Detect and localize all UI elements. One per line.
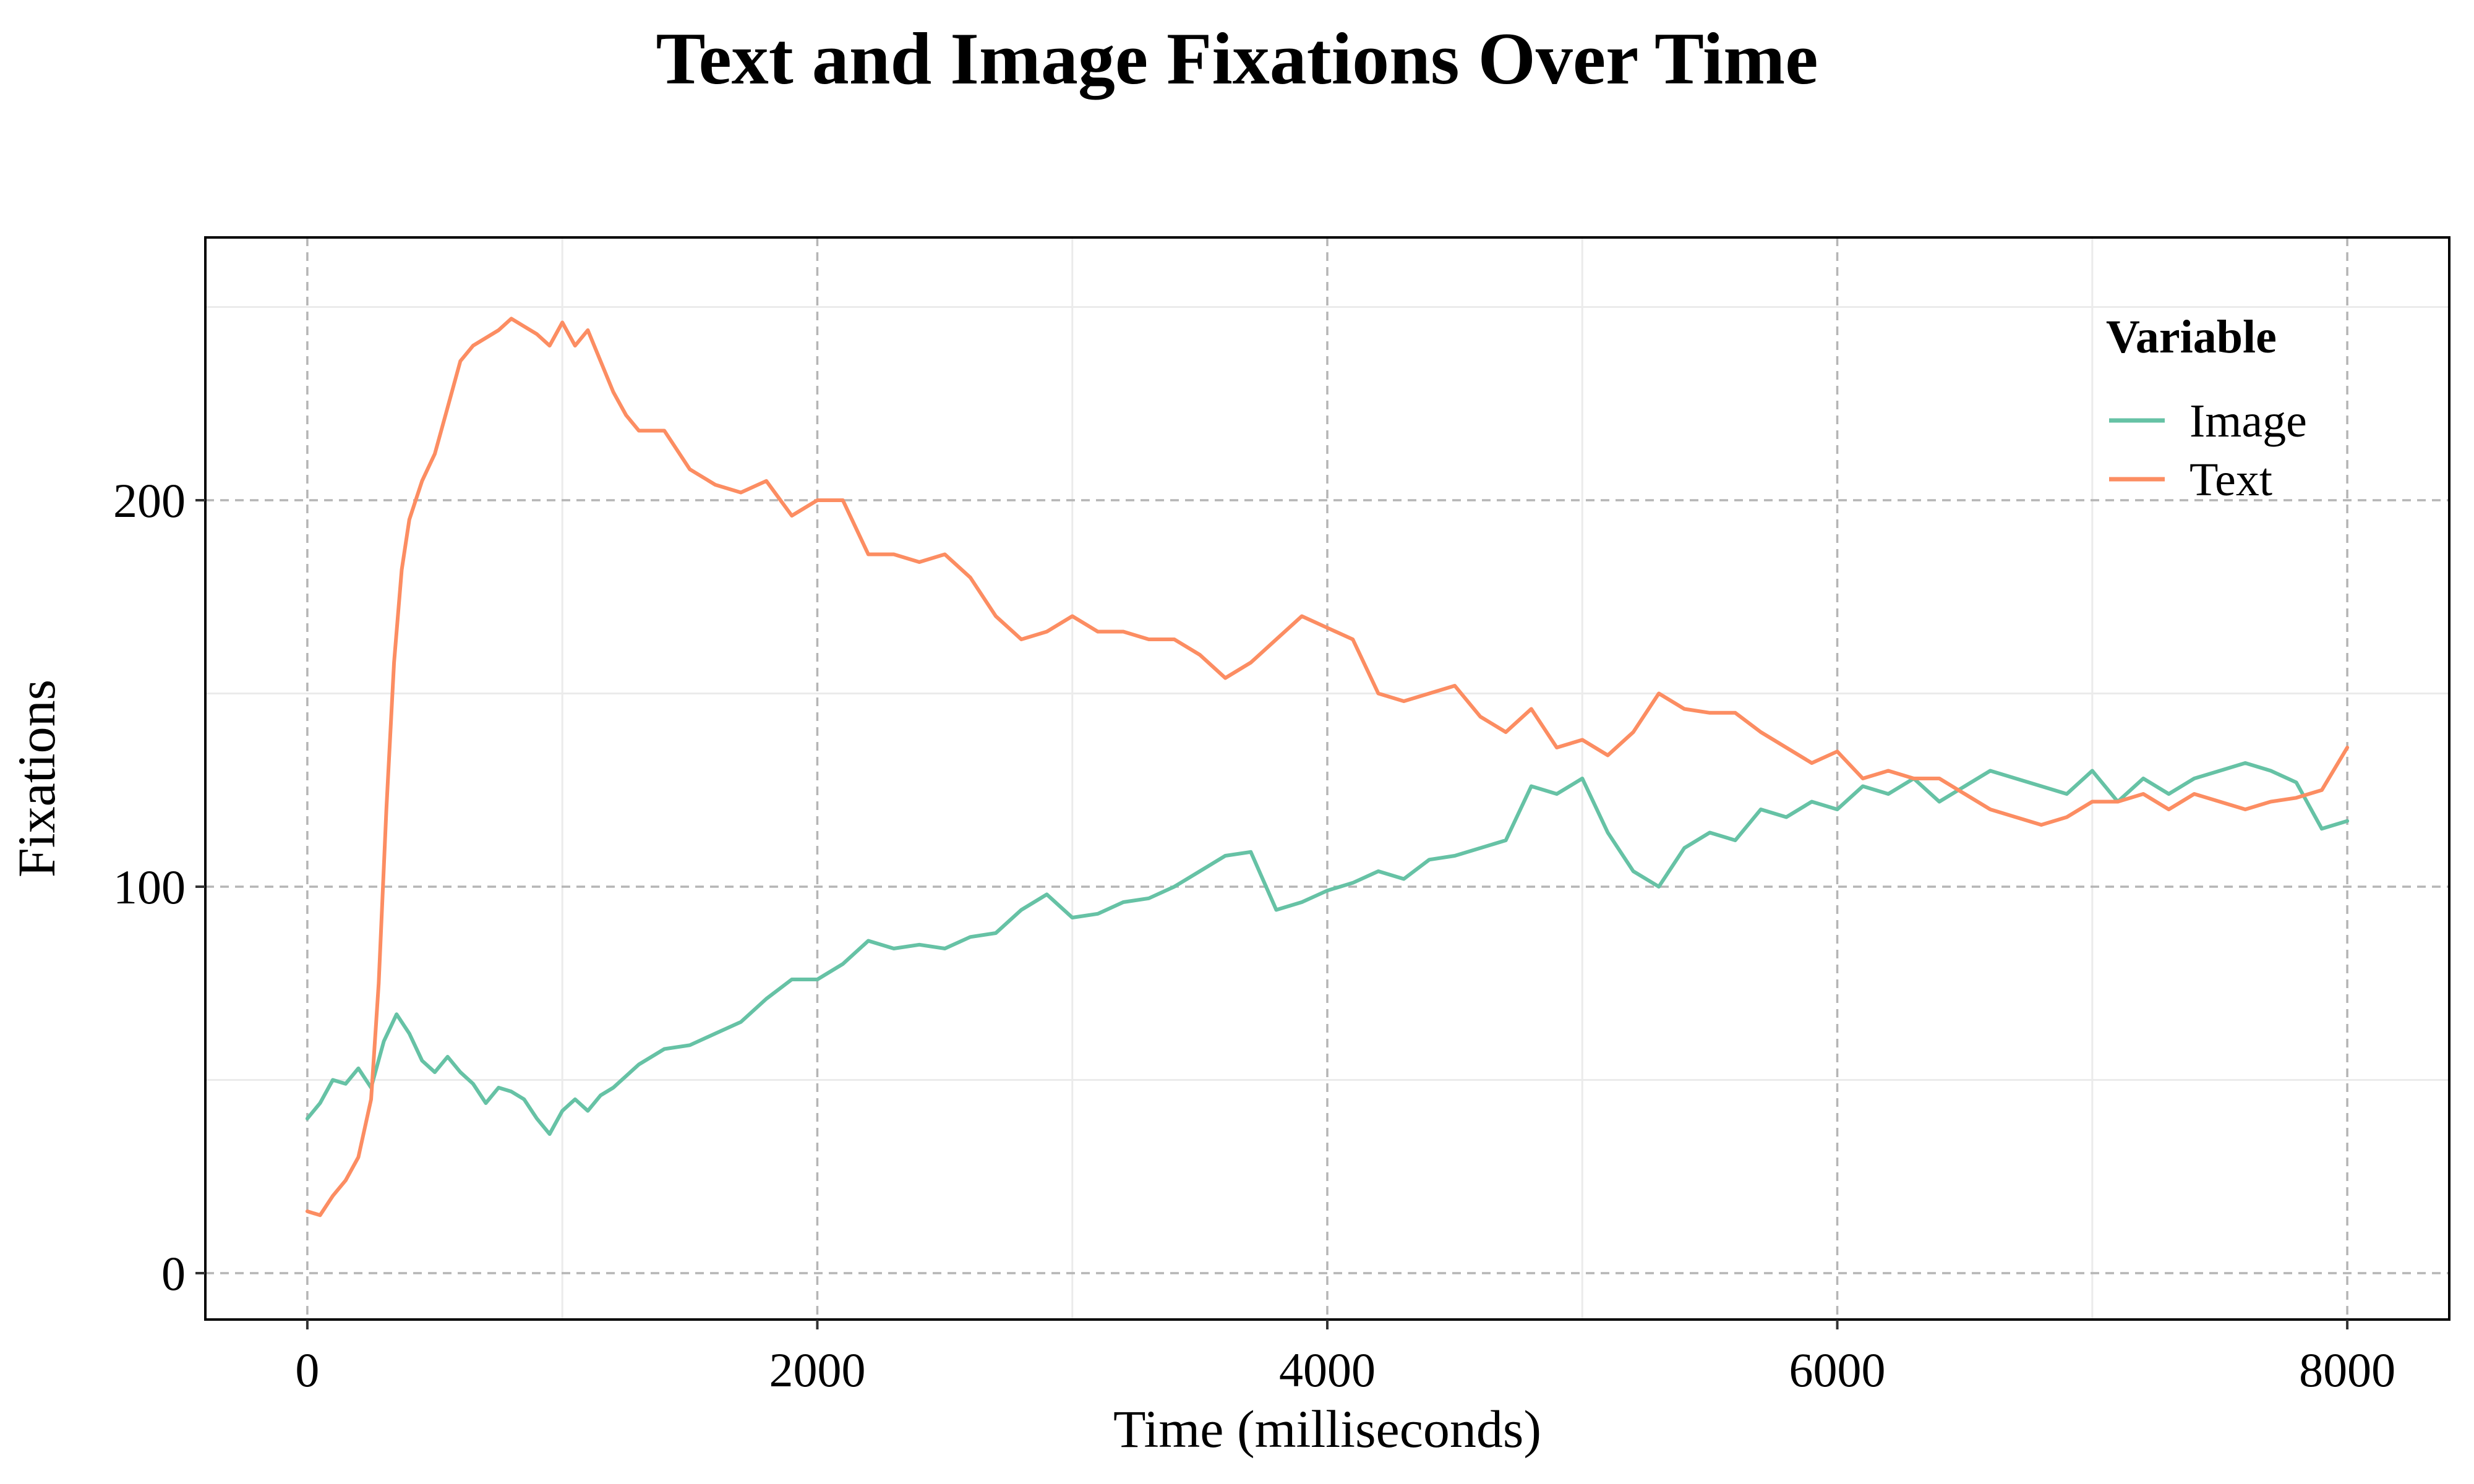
major-gridlines <box>205 237 2449 1320</box>
series-line-text <box>305 317 2350 1217</box>
y-tick-label: 200 <box>113 474 186 527</box>
x-tick-label: 0 <box>295 1343 319 1397</box>
x-axis-ticks: 0 2000 4000 6000 8000 <box>295 1320 2395 1397</box>
y-tick-label: 0 <box>161 1247 186 1300</box>
y-axis-title: Fixations <box>7 680 66 877</box>
y-axis-ticks: 0 100 200 <box>113 474 205 1300</box>
legend: Variable Image Text <box>2106 311 2307 506</box>
legend-items: Image Text <box>2109 395 2307 506</box>
x-axis-title: Time (milliseconds) <box>1113 1399 1541 1459</box>
chart-title: Text and Image Fixations Over Time <box>656 17 1818 100</box>
series-layer <box>305 317 2350 1217</box>
legend-label-image: Image <box>2189 395 2307 447</box>
x-tick-label: 2000 <box>769 1343 865 1397</box>
y-tick-label: 100 <box>113 860 186 914</box>
x-tick-label: 4000 <box>1279 1343 1376 1397</box>
legend-title: Variable <box>2106 311 2277 363</box>
x-tick-label: 6000 <box>1789 1343 1886 1397</box>
x-tick-label: 8000 <box>2299 1343 2395 1397</box>
legend-label-text: Text <box>2189 454 2272 506</box>
series-line-image <box>305 761 2350 1136</box>
